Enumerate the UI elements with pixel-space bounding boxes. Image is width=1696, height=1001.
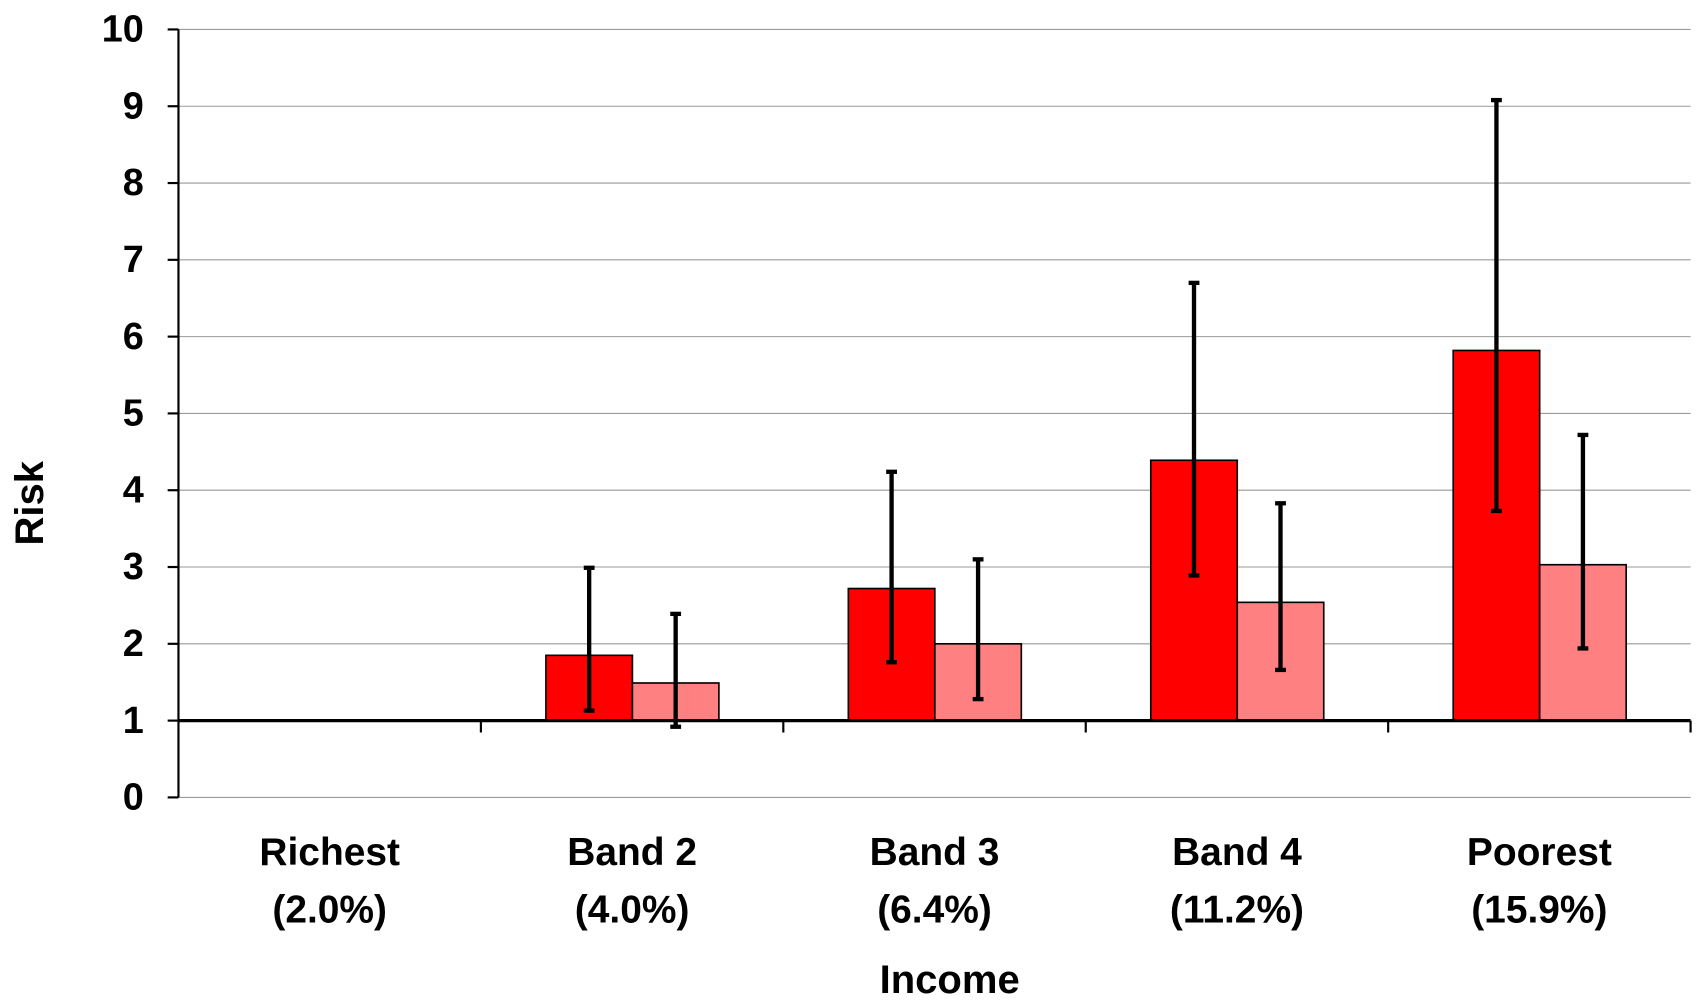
x-tick-note: (11.2%)	[1170, 888, 1304, 931]
y-axis-title: Risk	[8, 460, 52, 545]
x-axis-title: Income	[880, 958, 1020, 1001]
y-tick-label: 8	[123, 162, 144, 204]
y-tick-label: 2	[123, 623, 144, 665]
x-tick-label: Band 2	[567, 831, 697, 874]
y-tick-label: 1	[123, 700, 144, 742]
y-tick-label: 4	[123, 469, 144, 511]
x-tick-note: (15.9%)	[1471, 888, 1607, 931]
x-tick-note: (2.0%)	[272, 888, 387, 931]
x-tick-note: (6.4%)	[877, 888, 992, 931]
y-tick-label: 0	[123, 777, 144, 819]
y-tick-label: 10	[102, 9, 144, 51]
x-tick-label: Band 3	[870, 831, 1000, 874]
x-tick-label: Band 4	[1172, 831, 1302, 874]
y-tick-label: 3	[123, 546, 144, 588]
x-tick-note: (4.0%)	[575, 888, 690, 931]
x-tick-label: Poorest	[1467, 831, 1612, 874]
y-tick-label: 7	[123, 239, 144, 281]
y-tick-label: 5	[123, 393, 144, 435]
y-tick-label: 9	[123, 85, 144, 127]
x-tick-label: Richest	[259, 831, 400, 874]
y-tick-label: 6	[123, 316, 144, 358]
